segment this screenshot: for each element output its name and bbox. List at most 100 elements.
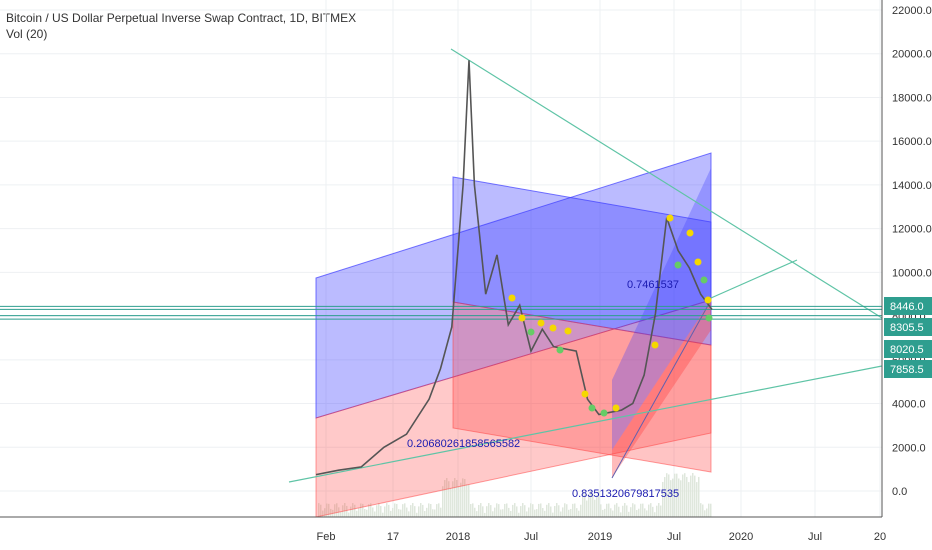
volume-bar	[370, 503, 372, 517]
signal-dot	[527, 328, 535, 336]
volume-bar	[580, 504, 582, 517]
volume-bar	[348, 512, 350, 517]
volume-bar	[426, 507, 428, 517]
volume-bar	[420, 503, 422, 517]
volume-bar	[430, 503, 432, 517]
price-tag	[884, 340, 932, 358]
volume-bar	[658, 503, 660, 517]
volume-bar	[452, 481, 454, 517]
volume-bar	[636, 510, 638, 517]
volume-bar	[354, 504, 356, 517]
volume-bar	[628, 511, 630, 517]
signal-dot	[600, 409, 608, 417]
volume-bar	[538, 503, 540, 517]
volume-bar	[352, 503, 354, 517]
volume-bar	[376, 505, 378, 517]
volume-bar	[564, 503, 566, 517]
volume-bar	[626, 505, 628, 517]
volume-bar	[650, 503, 652, 517]
volume-bar	[524, 505, 526, 517]
x-tick-label: 20	[874, 531, 886, 543]
volume-bar	[522, 503, 524, 517]
x-tick-label: 2018	[446, 531, 470, 543]
volume-bar	[638, 508, 640, 517]
volume-bar	[416, 512, 418, 517]
volume-bar	[602, 509, 604, 517]
volume-bar	[530, 503, 532, 517]
volume-bar	[680, 480, 682, 517]
volume-bar	[482, 506, 484, 517]
volume-bar	[704, 510, 706, 517]
volume-bar	[446, 478, 448, 517]
volume-bar	[448, 481, 450, 517]
y-tick-label: 2000.0	[892, 442, 926, 454]
volume-bar	[640, 503, 642, 517]
volume-bar	[508, 507, 510, 517]
down-trend-line	[450, 48, 883, 319]
volume-bar	[578, 510, 580, 517]
volume-bar	[480, 503, 482, 517]
volume-bar	[606, 503, 608, 517]
volume-bar	[646, 510, 648, 517]
volume-bar	[694, 475, 696, 517]
y-tick-label: 16000.0	[892, 136, 932, 148]
volume-bar	[436, 504, 438, 517]
volume-bar	[404, 503, 406, 517]
volume-bar	[706, 508, 708, 517]
volume-bar	[362, 503, 364, 517]
volume-bar	[360, 503, 362, 517]
volume-bar	[558, 505, 560, 517]
y-tick-label: 0.0	[892, 486, 907, 498]
price-tag	[884, 297, 932, 315]
volume-bar	[356, 510, 358, 517]
volume-bar	[504, 503, 506, 517]
volume-bar	[340, 511, 342, 517]
volume-bar	[384, 506, 386, 517]
volume-bar	[518, 512, 520, 517]
volume-bar	[458, 486, 460, 517]
volume-bar	[552, 512, 554, 517]
volume-bar	[402, 504, 404, 517]
volume-bar	[560, 511, 562, 517]
volume-bar	[502, 509, 504, 517]
signal-dot	[666, 214, 674, 222]
volume-bar	[612, 510, 614, 517]
y-tick-label: 20000.0	[892, 49, 932, 61]
volume-bar	[424, 511, 426, 517]
y-tick-label: 4000.0	[892, 399, 926, 411]
volume-bar	[396, 503, 398, 517]
volume-bar	[594, 499, 596, 517]
volume-bar	[676, 473, 678, 517]
volume-bar	[546, 504, 548, 517]
volume-bar	[364, 509, 366, 517]
volume-bar	[576, 508, 578, 517]
signal-dot	[651, 341, 659, 349]
volume-bar	[702, 504, 704, 517]
signal-dot	[704, 296, 712, 304]
price-tag	[884, 360, 932, 378]
y-tick-label: 18000.0	[892, 92, 932, 104]
volume-bar	[550, 506, 552, 517]
signal-dot	[537, 319, 545, 327]
volume-bar	[386, 503, 388, 517]
volume-bar	[698, 476, 700, 517]
volume-bar	[358, 508, 360, 517]
volume-bar	[598, 491, 600, 517]
volume-bar	[596, 495, 598, 517]
trend-lines	[288, 48, 883, 483]
volume-bar	[604, 508, 606, 517]
volume-bar	[510, 510, 512, 517]
volume-bar	[586, 500, 588, 517]
signal-dot	[556, 346, 564, 354]
volume-bar	[472, 503, 474, 517]
volume-bar	[350, 506, 352, 517]
volume-bar	[326, 503, 328, 517]
volume-bar	[488, 503, 490, 517]
signal-dot	[674, 261, 682, 269]
volume-bar	[496, 503, 498, 517]
volume-bar	[498, 504, 500, 517]
volume-bar	[664, 477, 666, 517]
volume-bar	[456, 480, 458, 517]
x-tick-label: 2019	[588, 531, 612, 543]
